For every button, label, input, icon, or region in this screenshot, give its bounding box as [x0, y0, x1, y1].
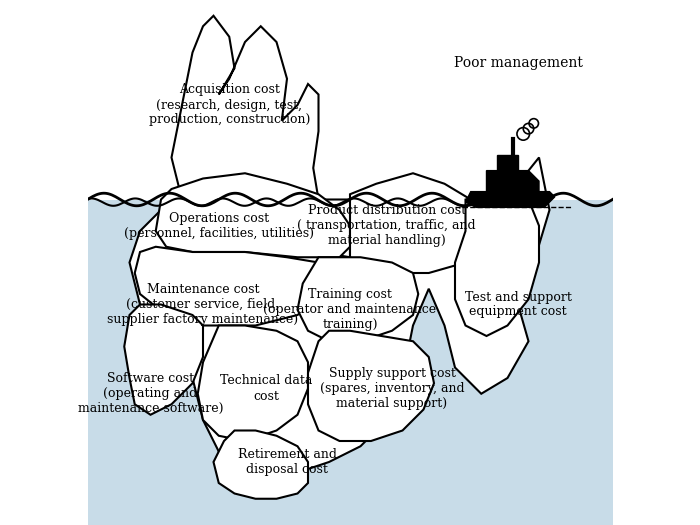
Polygon shape	[466, 192, 554, 207]
Polygon shape	[134, 247, 329, 326]
Polygon shape	[155, 173, 350, 257]
Polygon shape	[486, 171, 539, 192]
Text: Test and support
equipment cost: Test and support equipment cost	[465, 290, 571, 319]
Text: Maintenance cost
(customer service, field,
supplier factory maintenance): Maintenance cost (customer service, fiel…	[107, 283, 299, 326]
Polygon shape	[197, 326, 308, 441]
Polygon shape	[308, 331, 434, 441]
Polygon shape	[88, 200, 612, 525]
Polygon shape	[125, 304, 203, 415]
Polygon shape	[214, 430, 308, 499]
Text: Technical data
cost: Technical data cost	[220, 374, 312, 403]
Polygon shape	[497, 155, 518, 171]
Text: Software cost
(operating and
maintenance software): Software cost (operating and maintenance…	[78, 372, 223, 415]
Polygon shape	[298, 257, 419, 341]
Text: Training cost
(operator and maintenance
training): Training cost (operator and maintenance …	[263, 288, 437, 331]
Text: Acquisition cost
(research, design, test,
production, construction): Acquisition cost (research, design, test…	[148, 83, 310, 127]
Text: Operations cost
(personnel, facilities, utilities): Operations cost (personnel, facilities, …	[124, 212, 314, 240]
Polygon shape	[130, 16, 550, 483]
Polygon shape	[350, 173, 486, 273]
Text: Poor management: Poor management	[454, 56, 582, 70]
Text: Retirement and
disposal cost: Retirement and disposal cost	[237, 448, 337, 476]
Text: Product distribution cost
( transportation, traffic, and
material handling): Product distribution cost ( transportati…	[298, 204, 476, 247]
Text: Supply support cost
(spares, inventory, and
material support): Supply support cost (spares, inventory, …	[320, 367, 464, 410]
Polygon shape	[455, 184, 539, 336]
